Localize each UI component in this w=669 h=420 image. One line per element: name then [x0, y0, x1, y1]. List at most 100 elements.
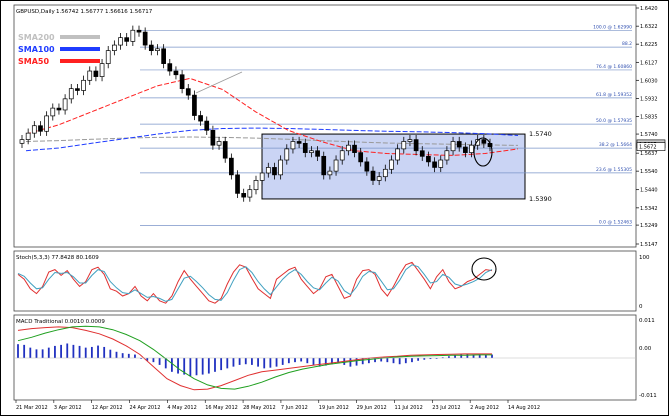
moving-averages — [25, 77, 519, 156]
candle-body — [382, 168, 388, 178]
candle-body — [210, 130, 216, 146]
macd-histogram-bar — [318, 358, 321, 367]
price-tick-label-12: 1.5249 — [640, 223, 658, 229]
candle-body — [81, 79, 86, 91]
macd-histogram-bar — [367, 358, 370, 364]
macd-histogram-bar — [275, 358, 278, 367]
candle-body — [112, 44, 117, 51]
current-price-label-1: 1.5672 — [639, 145, 657, 151]
candle-body — [56, 107, 62, 111]
ohlc-label: 1.56742 1.56777 1.56616 1.56717 — [56, 9, 153, 15]
macd-histogram-bar — [306, 358, 309, 364]
macd-histogram-bar — [466, 353, 469, 358]
macd-histogram-bar — [29, 347, 32, 358]
macd-histogram-bar — [152, 358, 155, 363]
candle-body — [62, 98, 68, 111]
macd-histogram-bar — [281, 358, 284, 365]
candle-body — [364, 161, 370, 172]
macd-histogram-bar — [386, 358, 389, 363]
macd-histogram-bar — [146, 358, 149, 361]
macd-histogram-bar — [484, 354, 487, 358]
macd-line — [17, 326, 492, 391]
macd-histogram-bar — [441, 357, 444, 359]
price-tick-label-3: 1.6127 — [640, 60, 658, 66]
macd-histogram-bar — [460, 354, 463, 358]
macd-tick-zero: 0.00 — [639, 346, 652, 352]
macd-histogram-bar — [417, 358, 420, 361]
candle-body — [419, 150, 425, 157]
candle-body — [247, 189, 253, 198]
macd-histogram-bar — [54, 345, 56, 358]
candle-body — [432, 161, 437, 168]
candle-body — [450, 141, 456, 152]
candle-body — [401, 141, 407, 150]
macd-panel: MACD Traditional 0.0010 0.0009 0.011 0.0… — [13, 314, 657, 401]
legend-label-sma100: SMA100 — [18, 45, 55, 54]
range-bottom-label: 1.5390 — [529, 195, 552, 203]
fib-label-5: 38.2 @ 1.5664 — [599, 142, 632, 148]
macd-histogram-bar — [349, 358, 352, 367]
candle-body — [222, 141, 228, 159]
ma-line-sma200 — [25, 136, 519, 146]
candle-body — [438, 159, 444, 168]
candle-body — [339, 150, 345, 161]
price-tick-label-1: 1.6322 — [640, 24, 658, 30]
macd-histogram-bar — [134, 354, 136, 358]
macd-histogram-bar — [41, 349, 44, 358]
macd-histogram-bar — [170, 358, 173, 372]
stochastic-k-line — [17, 261, 493, 304]
macd-histogram-bar — [491, 354, 493, 358]
candle-body — [68, 88, 74, 100]
time-tick-label-5: 16 May 2012 — [205, 405, 238, 411]
candle-body — [346, 144, 351, 152]
candle-body — [130, 29, 136, 42]
macd-histogram-bar — [263, 358, 266, 369]
candle-body — [444, 150, 450, 161]
candle-body — [463, 146, 468, 153]
candle-body — [333, 159, 339, 172]
time-tick-label-7: 7 Jun 2012 — [281, 405, 308, 411]
macd-histogram-bar — [331, 358, 333, 365]
candle-body — [118, 37, 123, 46]
macd-histogram-bar — [60, 344, 62, 358]
macd-histogram-bar — [411, 358, 413, 363]
candle-body — [105, 50, 111, 64]
ma-legend: SMA200 SMA100 SMA50 — [18, 33, 100, 66]
macd-histogram-bar — [177, 358, 179, 374]
macd-histogram-bar — [115, 351, 118, 358]
legend-label-sma200: SMA200 — [18, 33, 55, 42]
candle-body — [309, 150, 314, 153]
macd-histogram-bar — [454, 355, 456, 358]
candle-body — [142, 31, 148, 46]
price-tick-label-0: 1.6420 — [640, 6, 658, 12]
candle-body — [75, 88, 80, 91]
candle-body — [426, 155, 431, 163]
macd-histogram-bar — [380, 358, 383, 362]
macd-panel-border — [13, 314, 637, 401]
candle-body — [229, 157, 234, 176]
macd-histogram-bar — [404, 358, 407, 364]
range-top-label: 1.5740 — [529, 130, 552, 138]
macd-histogram-bar — [109, 349, 112, 358]
candle-body — [192, 94, 197, 116]
macd-histogram-bar — [17, 344, 19, 358]
price-tick-label-10: 1.5440 — [640, 188, 658, 194]
macd-histogram-bar — [337, 358, 340, 364]
highlight-circle-price — [473, 137, 493, 167]
macd-histogram-bar — [47, 347, 50, 358]
fib-label-0: 100.0 @ 1.62990 — [593, 24, 632, 30]
fib-label-2: 76.4 @ 1.60860 — [596, 64, 632, 70]
candle-body — [376, 176, 382, 181]
price-tick-label-2: 1.6225 — [640, 42, 658, 48]
stochastic-panel: Stoch(5,3,3) 77.8428 80.1609 100 0 — [13, 250, 650, 312]
candle-body — [185, 88, 191, 96]
candle-body — [259, 172, 265, 181]
macd-histogram-bar — [207, 358, 210, 374]
candle-body — [321, 155, 327, 176]
macd-histogram-bar — [164, 358, 167, 369]
candle-body — [93, 70, 99, 77]
time-tick-label-6: 28 May 2012 — [243, 405, 276, 411]
candle-body — [370, 170, 376, 181]
stochastic-title: Stoch(5,3,3) 77.8428 80.1609 — [16, 255, 99, 261]
